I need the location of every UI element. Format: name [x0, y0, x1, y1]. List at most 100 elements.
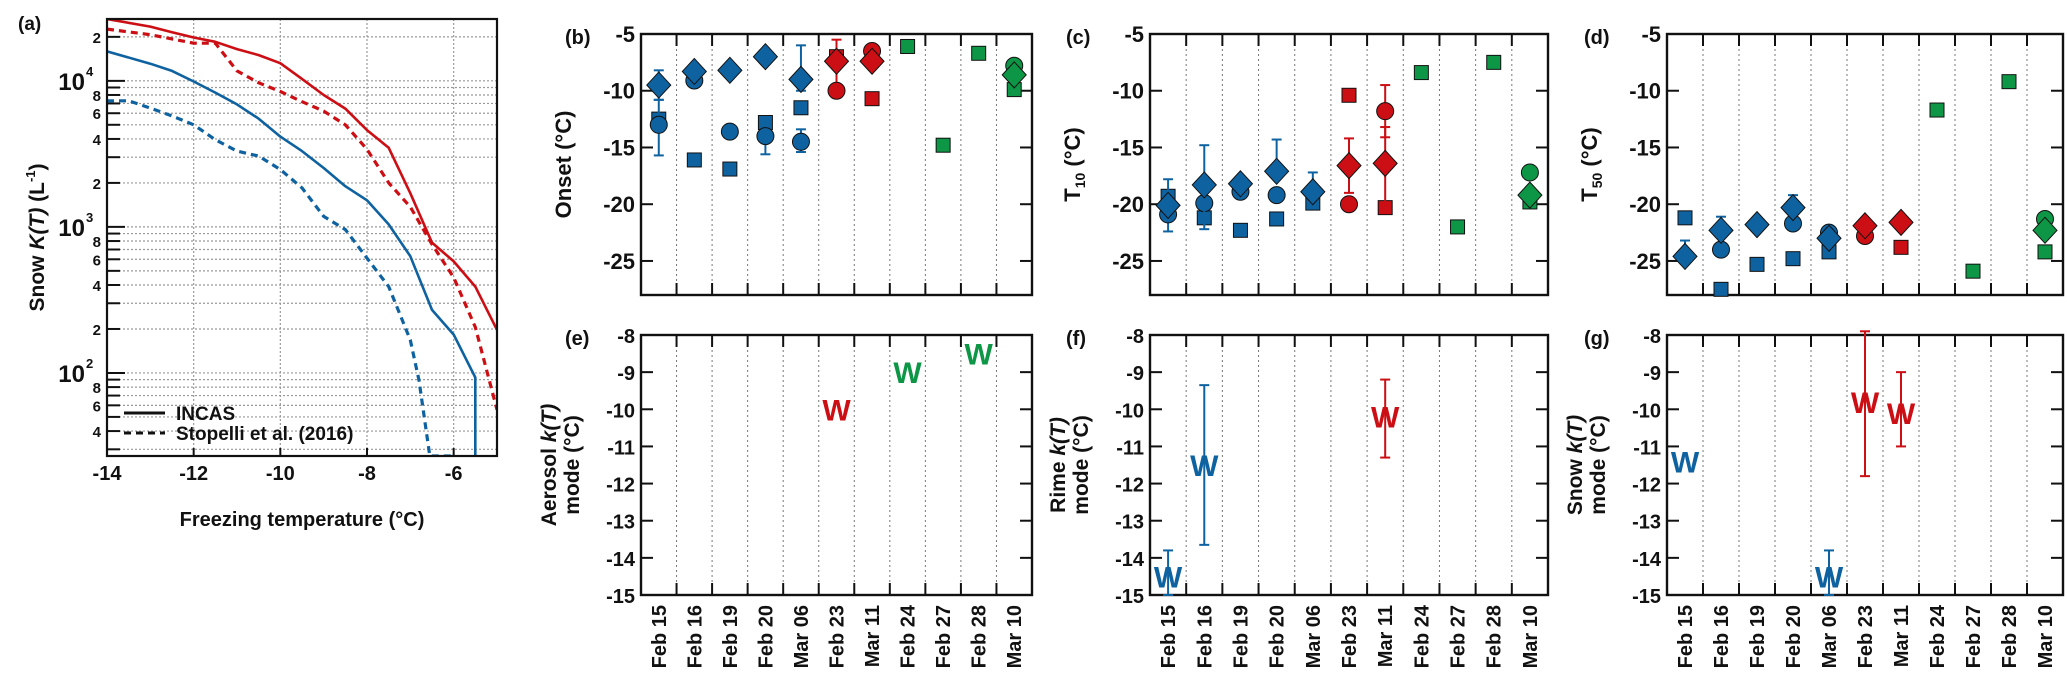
ytick-label: -13	[1632, 512, 1661, 534]
marker-square	[1341, 87, 1357, 103]
ytick-minor-label: 4	[93, 132, 102, 149]
ytick-label: 10	[58, 215, 85, 242]
ytick-label: -8	[1643, 326, 1661, 348]
marker-w: W	[1371, 402, 1400, 435]
marker-square	[971, 45, 987, 61]
marker-square	[686, 152, 702, 168]
marker-circle	[791, 132, 810, 151]
category-label: Feb 20	[1267, 605, 1289, 668]
ytick-minor-label: 4	[93, 424, 102, 441]
ytick-label: -25	[1629, 249, 1661, 274]
ytick-label: -11	[1633, 437, 1661, 459]
marker-w: W	[822, 394, 851, 427]
marker-diamond	[1708, 216, 1734, 245]
ytick-minor-label: 6	[93, 106, 101, 123]
ytick-minor-label: 6	[93, 252, 101, 269]
marker-w: W	[1815, 561, 1844, 594]
marker-circle	[720, 122, 739, 141]
marker-square	[1269, 211, 1285, 227]
category-label: Feb 16	[1194, 605, 1216, 668]
series-line-red-solid	[107, 19, 497, 331]
category-label: Feb 15	[1158, 605, 1180, 668]
ylabel-italic: k(T)	[1047, 417, 1070, 456]
ytick-base: 10	[58, 215, 85, 242]
panel-label: (e)	[565, 328, 589, 350]
marker-square	[1413, 65, 1429, 81]
marker-circle	[1376, 102, 1395, 121]
marker-w: W	[1851, 387, 1880, 420]
ytick-label: -10	[603, 79, 635, 104]
ytick-label: -10	[1632, 400, 1661, 422]
ytick-minor-label: 2	[93, 30, 101, 47]
ytick-label: -12	[606, 475, 635, 497]
panel-e: (e) -8 -9 -10 -11 -12 -13 -14 -15 Aerosol k(T) mod…	[538, 326, 1034, 668]
ytick-label: -9	[1643, 363, 1661, 385]
marker-diamond	[1001, 61, 1027, 89]
marker-square	[1450, 219, 1466, 235]
category-label: Feb 28	[1484, 605, 1506, 668]
y-axis-label-line2: mode (°C)	[1070, 415, 1093, 514]
y-axis-label: Aerosol k(T)	[538, 404, 561, 527]
ytick-label: -5	[1641, 22, 1661, 47]
y-axis-label: Onset (°C)	[551, 111, 576, 219]
ylabel-unit: (°C)	[551, 111, 576, 156]
category-label: Feb 28	[1999, 605, 2021, 668]
marker-square	[2001, 74, 2017, 90]
ytick-label: -14	[1632, 549, 1662, 571]
xtick-label: -6	[445, 463, 463, 485]
ytick-label: -5	[615, 22, 635, 47]
category-label: Feb 23	[1855, 605, 1877, 668]
y-axis-label-line2: mode (°C)	[1587, 415, 1610, 514]
ylabel-close: )	[26, 163, 49, 170]
ytick-label: -12	[1115, 475, 1144, 497]
panel-label: (f)	[1066, 328, 1086, 350]
ylabel-unit: (°C)	[1060, 127, 1085, 172]
ytick-exponent: 4	[86, 64, 94, 79]
x-axis-label: Freezing temperature (°C)	[180, 509, 425, 531]
xtick-label: -10	[266, 463, 295, 485]
ylabel-main: Onset	[551, 155, 576, 218]
series-line-blue-solid	[107, 50, 477, 456]
marker-w: W	[1671, 446, 1700, 479]
panel-d: (d) -5 -10 -15 -20 -25 T50 (°C)	[1577, 22, 2065, 297]
category-label: Feb 27	[1448, 605, 1470, 668]
marker-square	[2037, 244, 2053, 260]
marker-diamond	[717, 56, 743, 85]
panel-label: (a)	[18, 14, 41, 35]
marker-diamond	[1888, 208, 1914, 237]
ytick-label: -15	[1629, 135, 1661, 160]
ytick-label: -8	[617, 326, 635, 348]
legend-label: Stopelli et al. (2016)	[176, 424, 353, 445]
ylabel-italic: k(T)	[538, 404, 561, 443]
ytick-label: -5	[1124, 22, 1144, 47]
category-label: Feb 19	[1230, 605, 1252, 668]
category-label: Mar 06	[1819, 605, 1841, 668]
ytick-label: 10	[58, 361, 85, 388]
category-label: Mar 06	[1303, 605, 1325, 668]
ylabel-unit: (L	[26, 182, 49, 208]
ytick-label: -10	[606, 400, 635, 422]
ytick-label: -13	[606, 512, 635, 534]
marker-diamond	[1780, 193, 1806, 222]
ytick-label: -14	[606, 549, 636, 571]
marker-w: W	[1887, 398, 1916, 431]
marker-diamond	[2032, 216, 2058, 245]
xtick-label: -14	[93, 463, 123, 485]
ylabel-main: T	[1577, 188, 1602, 202]
ytick-label: -25	[603, 249, 635, 274]
ytick-label: -20	[1112, 192, 1144, 217]
marker-w: W	[1154, 561, 1183, 594]
ytick-label: -15	[1112, 135, 1144, 160]
marker-circle	[1340, 195, 1358, 214]
category-label: Feb 20	[755, 605, 777, 668]
ytick-exponent: 3	[86, 210, 93, 225]
marker-square	[1893, 239, 1909, 255]
ytick-exponent: 2	[86, 356, 93, 371]
ytick-label: -25	[1112, 249, 1144, 274]
category-label: Feb 23	[827, 605, 849, 668]
y-axis-label: Snow k(T)	[1564, 415, 1587, 515]
category-label: Feb 24	[1927, 604, 1949, 668]
marker-diamond	[1517, 181, 1543, 209]
ylabel-sup: -1	[23, 170, 38, 182]
marker-square	[1677, 210, 1693, 226]
